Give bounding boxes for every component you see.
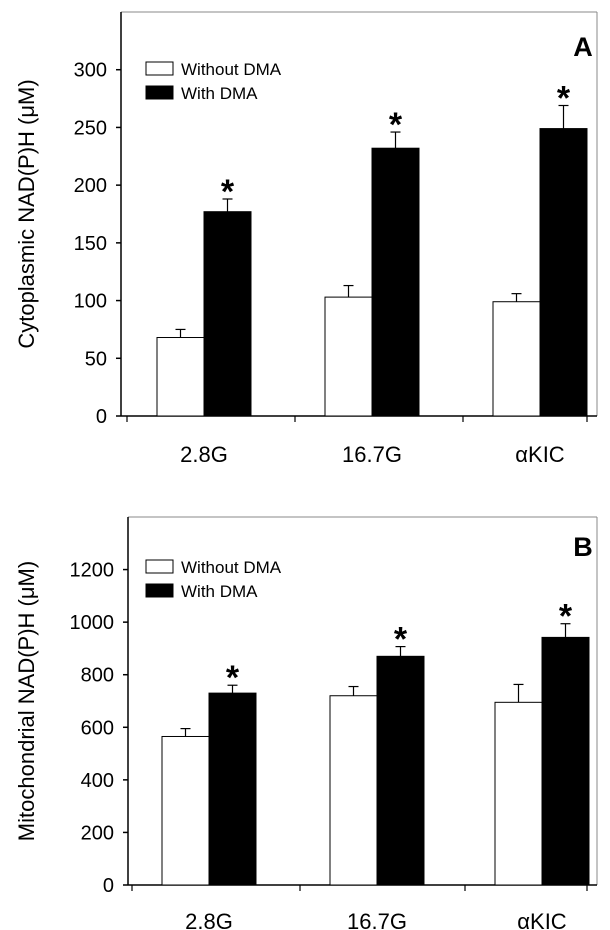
bar-with-dma [539, 128, 588, 417]
y-tick-label: 1000 [70, 612, 115, 634]
panel-letter: B [573, 532, 593, 562]
y-tick-label: 1200 [70, 560, 115, 582]
y-axis-title: Mitochondrial NAD(P)H (μM) [14, 561, 39, 841]
significance-star: * [226, 659, 240, 697]
bar-with-dma [371, 147, 420, 417]
y-tick-label: 400 [81, 770, 114, 792]
y-tick-label: 300 [74, 60, 107, 82]
bar-with-dma [376, 655, 425, 886]
bar-without-dma [156, 337, 205, 417]
significance-star: * [389, 106, 403, 144]
y-tick-label: 100 [74, 291, 107, 313]
legend-swatch [145, 583, 174, 598]
y-tick-label: 250 [74, 117, 107, 139]
significance-star: * [559, 598, 573, 636]
panel-letter: A [573, 32, 593, 62]
bar-with-dma [208, 692, 257, 886]
bar-without-dma [492, 301, 541, 417]
x-tick-label: 2.8G [180, 442, 228, 467]
significance-star: * [394, 621, 408, 659]
y-axis-title: Cytoplasmic NAD(P)H (μM) [14, 79, 39, 348]
x-tick-label: 16.7G [347, 909, 407, 930]
bar-without-dma [329, 695, 378, 886]
y-tick-label: 800 [81, 665, 114, 687]
legend-label: Without DMA [181, 60, 282, 79]
bar-with-dma [203, 211, 252, 417]
bar-without-dma [494, 701, 543, 886]
bar-without-dma [161, 735, 210, 886]
x-tick-label: 2.8G [185, 909, 233, 930]
y-tick-label: 0 [103, 875, 114, 897]
significance-star: * [221, 173, 235, 211]
y-tick-label: 150 [74, 233, 107, 255]
legend-label: Without DMA [181, 558, 282, 577]
y-tick-label: 200 [74, 175, 107, 197]
bar-with-dma [541, 636, 590, 886]
bar-without-dma [324, 296, 373, 417]
y-tick-label: 50 [85, 348, 107, 370]
x-tick-label: αKIC [515, 442, 565, 467]
legend-swatch [145, 559, 174, 574]
x-tick-label: 16.7G [342, 442, 402, 467]
significance-star: * [557, 79, 571, 117]
y-tick-label: 0 [96, 406, 107, 428]
legend-swatch [145, 85, 174, 100]
x-tick-label: αKIC [517, 909, 567, 930]
legend-label: With DMA [181, 582, 258, 601]
y-tick-label: 200 [81, 822, 114, 844]
legend-label: With DMA [181, 84, 258, 103]
y-tick-label: 600 [81, 717, 114, 739]
legend-swatch [145, 61, 174, 76]
